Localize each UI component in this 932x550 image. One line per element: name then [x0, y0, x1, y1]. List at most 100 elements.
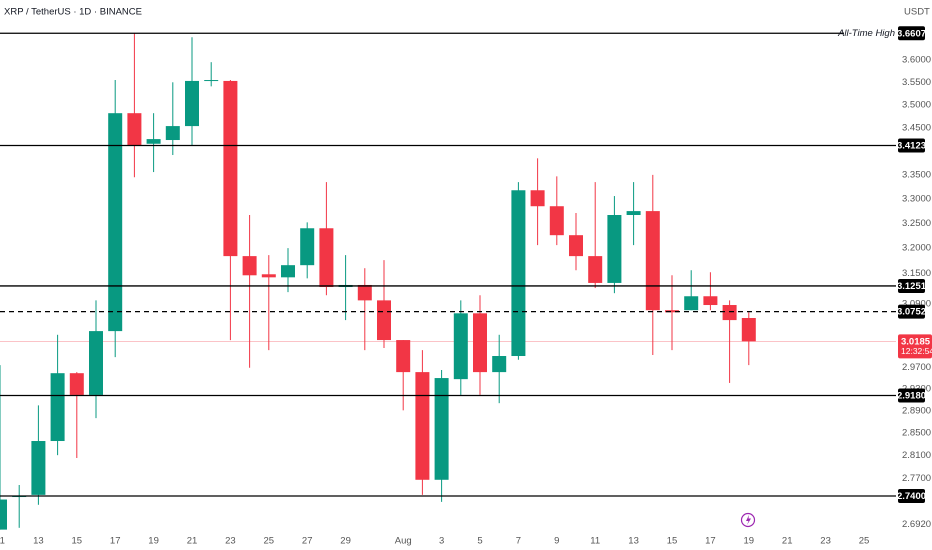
x-tick-label: Aug [395, 536, 412, 547]
candle-body [492, 356, 507, 373]
candle-body [223, 80, 238, 257]
y-tick-label: 3.1500 [902, 268, 931, 279]
candle-body [31, 441, 46, 495]
y-tick-label: 2.8500 [902, 428, 931, 439]
y-tick-label: 2.8900 [902, 405, 931, 416]
x-tick-label: 15 [72, 536, 83, 547]
candle-body [108, 113, 123, 332]
candle-body [645, 211, 660, 311]
candle-body [588, 256, 603, 283]
candle-body [569, 235, 583, 257]
candle-body [185, 80, 199, 127]
y-tick-label: 3.4500 [902, 122, 931, 133]
price-axis: 3.6000 3.5500 3.5000 3.4500 3.3500 3.3000 3.25… [897, 26, 932, 530]
candle-body [434, 378, 449, 480]
level-label-bg [898, 304, 925, 319]
x-tick-label: 11 [590, 536, 600, 547]
x-tick-label: 27 [302, 536, 313, 547]
annotation: All-Time High [837, 28, 895, 39]
candle-body [684, 296, 699, 311]
y-tick-label: 3.5500 [902, 77, 931, 88]
x-tick-label: 7 [516, 536, 521, 547]
y-tick-label: 3.3500 [902, 169, 931, 180]
x-tick-label: 11 [0, 536, 5, 547]
x-tick-label: 9 [554, 536, 559, 547]
candle-body [511, 190, 526, 357]
x-tick-label: 21 [782, 536, 793, 547]
candle-body [665, 310, 679, 313]
annotation-bg [844, 26, 897, 40]
candle-body [146, 139, 161, 144]
candle-body [261, 274, 276, 278]
y-tick-label: 3.2000 [902, 243, 931, 254]
level-label: 2.9180 [897, 390, 926, 401]
candle-body [357, 284, 372, 301]
candle-body [722, 305, 737, 321]
candle-body [626, 211, 641, 216]
x-tick-label: 25 [859, 536, 870, 547]
y-tick-label: 2.6920 [902, 519, 931, 530]
level-label-bg [898, 278, 925, 293]
level-label: 3.4123 [897, 141, 926, 152]
chart-title: XRP / TetherUS · 1D · BINANCE [4, 7, 142, 18]
level-label-bg [898, 489, 925, 504]
candle-body [415, 372, 430, 480]
candle-body [300, 228, 315, 266]
candle-body [453, 313, 468, 380]
y-tick-label: 3.3000 [902, 193, 931, 204]
candle-body [741, 318, 756, 342]
candle-body [473, 313, 487, 373]
candle-body [204, 80, 219, 82]
y-tick-label: 3.5000 [902, 99, 931, 110]
x-tick-label: 3 [439, 536, 444, 547]
x-tick-label: 17 [110, 536, 121, 547]
candle-body [319, 228, 334, 288]
candle-body [165, 126, 180, 141]
level-label: 3.1251 [897, 281, 927, 292]
candle-body [242, 256, 257, 276]
level-label: 3.6607 [897, 28, 926, 39]
y-tick-label: 2.8100 [902, 450, 931, 461]
y-tick-label: 2.9700 [902, 362, 931, 373]
y-tick-label: 2.7700 [902, 473, 931, 484]
candle-body [281, 265, 295, 278]
currency-label: USDT [904, 7, 930, 18]
x-tick-label: 23 [225, 536, 236, 547]
level-label-bg [898, 388, 925, 403]
level-label-bg [898, 138, 925, 153]
candle-body [607, 215, 622, 283]
x-tick-label: 19 [744, 536, 755, 547]
x-tick-label: 19 [148, 536, 159, 547]
plot-area [0, 32, 896, 530]
candle-body [0, 499, 7, 530]
x-tick-label: 23 [820, 536, 831, 547]
candle-body [89, 331, 103, 395]
candle-body [530, 190, 545, 207]
candle-body [703, 296, 718, 306]
candle-body [377, 300, 391, 341]
x-tick-label: 13 [628, 536, 639, 547]
candle-body [396, 340, 411, 373]
x-tick-label: 17 [705, 536, 716, 547]
event-icon [740, 512, 756, 528]
last-price-label: 3.0185 [901, 336, 931, 347]
last-price-bg [898, 334, 932, 359]
x-tick-label: 29 [340, 536, 351, 547]
y-tick-label: 3.6000 [902, 54, 931, 65]
candle-body [127, 113, 142, 146]
y-tick-label: 3.2500 [902, 218, 931, 229]
level-label-bg [898, 26, 925, 41]
level-label: 3.0752 [897, 307, 926, 318]
y-tick-label: 3.0900 [902, 299, 931, 310]
x-tick-label: 25 [264, 536, 275, 547]
candle-body [50, 373, 65, 442]
x-tick-label: 13 [33, 536, 44, 547]
event-icon-bolt [746, 515, 751, 525]
candle-body [549, 206, 564, 236]
x-tick-label: 5 [477, 536, 482, 547]
candle-body [69, 373, 84, 395]
level-label: 2.7400 [897, 491, 926, 502]
